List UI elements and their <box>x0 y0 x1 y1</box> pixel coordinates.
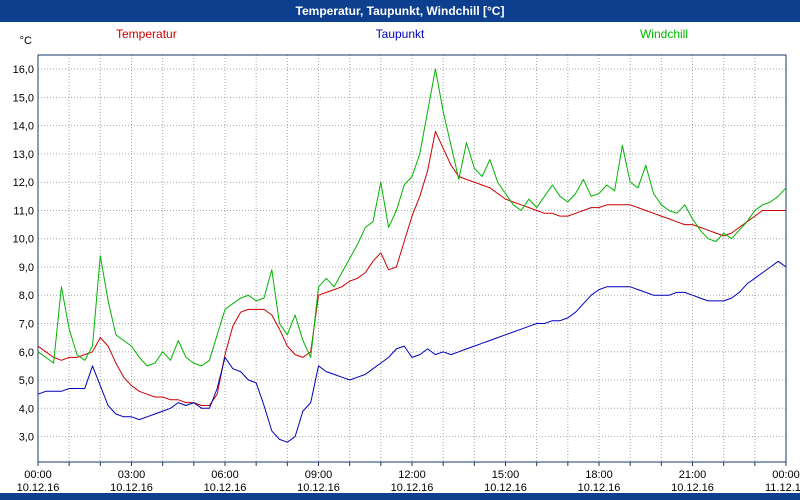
svg-text:21:00: 21:00 <box>679 469 707 481</box>
svg-text:13,0: 13,0 <box>13 149 34 161</box>
window-title: Temperatur, Taupunkt, Windchill [°C] <box>295 4 505 18</box>
svg-text:5,0: 5,0 <box>19 375 34 387</box>
svg-text:18:00: 18:00 <box>585 469 613 481</box>
svg-text:10.12.16: 10.12.16 <box>578 482 621 493</box>
svg-text:00:00: 00:00 <box>24 469 52 481</box>
legend-item-taupunkt: Taupunkt <box>375 27 425 41</box>
svg-text:00:00: 00:00 <box>772 469 800 481</box>
svg-text:14,0: 14,0 <box>13 121 34 133</box>
svg-text:09:00: 09:00 <box>305 469 333 481</box>
plot-svg: 00:0010.12.1603:0010.12.1606:0010.12.160… <box>13 35 800 493</box>
svg-text:16,0: 16,0 <box>13 64 34 76</box>
svg-text:03:00: 03:00 <box>118 469 146 481</box>
svg-text:8,0: 8,0 <box>19 290 34 302</box>
svg-text:4,0: 4,0 <box>19 403 34 415</box>
svg-text:15:00: 15:00 <box>492 469 520 481</box>
svg-text:°C: °C <box>20 35 32 47</box>
svg-text:10.12.16: 10.12.16 <box>671 482 714 493</box>
chart-container: Temperatur Taupunkt Windchill 00:00 10.12… <box>0 22 800 493</box>
svg-text:10,0: 10,0 <box>13 234 34 246</box>
svg-text:15,0: 15,0 <box>13 92 34 104</box>
title-bar: Temperatur, Taupunkt, Windchill [°C] <box>0 0 800 22</box>
window-bottom-edge <box>0 493 800 500</box>
legend-item-windchill: Windchill <box>639 27 688 41</box>
svg-text:3,0: 3,0 <box>19 432 34 444</box>
svg-text:10.12.16: 10.12.16 <box>17 482 60 493</box>
svg-text:10.12.16: 10.12.16 <box>110 482 153 493</box>
svg-text:10.12.16: 10.12.16 <box>391 482 434 493</box>
legend-item-temperatur: Temperatur <box>116 27 177 41</box>
svg-text:10.12.16: 10.12.16 <box>484 482 527 493</box>
svg-text:7,0: 7,0 <box>19 319 34 331</box>
svg-text:11.12.16: 11.12.16 <box>765 482 800 493</box>
svg-text:10.12.16: 10.12.16 <box>204 482 247 493</box>
svg-text:06:00: 06:00 <box>211 469 239 481</box>
svg-text:6,0: 6,0 <box>19 347 34 359</box>
svg-text:10.12.16: 10.12.16 <box>297 482 340 493</box>
svg-text:12:00: 12:00 <box>398 469 426 481</box>
svg-text:9,0: 9,0 <box>19 262 34 274</box>
svg-text:12,0: 12,0 <box>13 177 34 189</box>
chart-legend: Temperatur Taupunkt Windchill <box>0 27 800 43</box>
svg-text:11,0: 11,0 <box>13 205 34 217</box>
